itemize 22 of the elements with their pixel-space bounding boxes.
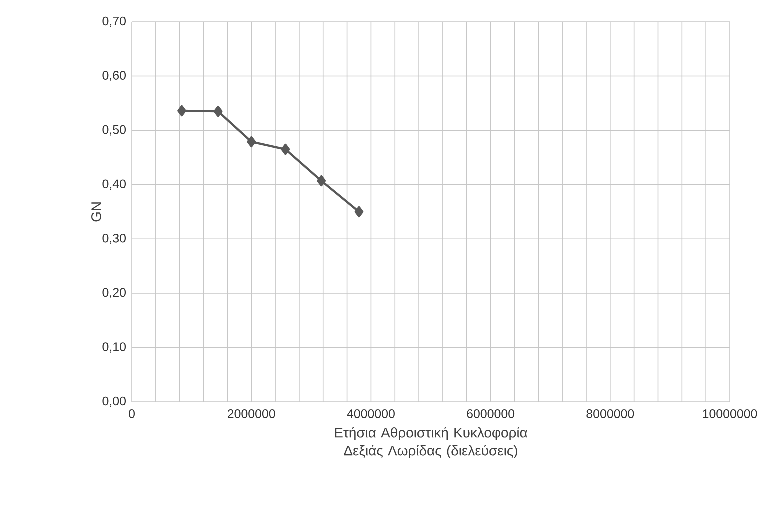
- x-axis-title: Ετήσια Αθροιστική Κυκλοφορία Δεξιάς Λωρίδας (διελεύσεις): [335, 427, 528, 458]
- x-tick-label: 4000000: [347, 410, 395, 418]
- point: [317, 175, 326, 187]
- y-tick-label: 0,40: [102, 180, 126, 190]
- y-tick-label: 0,50: [102, 125, 126, 136]
- y-tick-label: 0,10: [102, 342, 126, 353]
- x-tick-label: 8000000: [586, 410, 634, 418]
- y-tick-label: 0,30: [102, 234, 126, 244]
- y-tick-label: 0,70: [102, 16, 126, 28]
- y-tick-label: 0,00: [102, 396, 126, 408]
- point: [214, 106, 223, 118]
- x-tick-label: 0: [129, 410, 135, 418]
- y-axis-title: GN: [92, 202, 102, 222]
- point: [247, 136, 256, 148]
- x-tick-label: 6000000: [467, 410, 515, 418]
- point: [281, 144, 290, 156]
- y-tick-label: 0,20: [102, 288, 126, 299]
- point: [354, 206, 364, 218]
- y-tick-label: 0,60: [102, 71, 126, 82]
- point: [178, 105, 186, 117]
- x-tick-label: 10000000: [703, 410, 758, 418]
- x-tick-label: 2000000: [228, 410, 276, 418]
